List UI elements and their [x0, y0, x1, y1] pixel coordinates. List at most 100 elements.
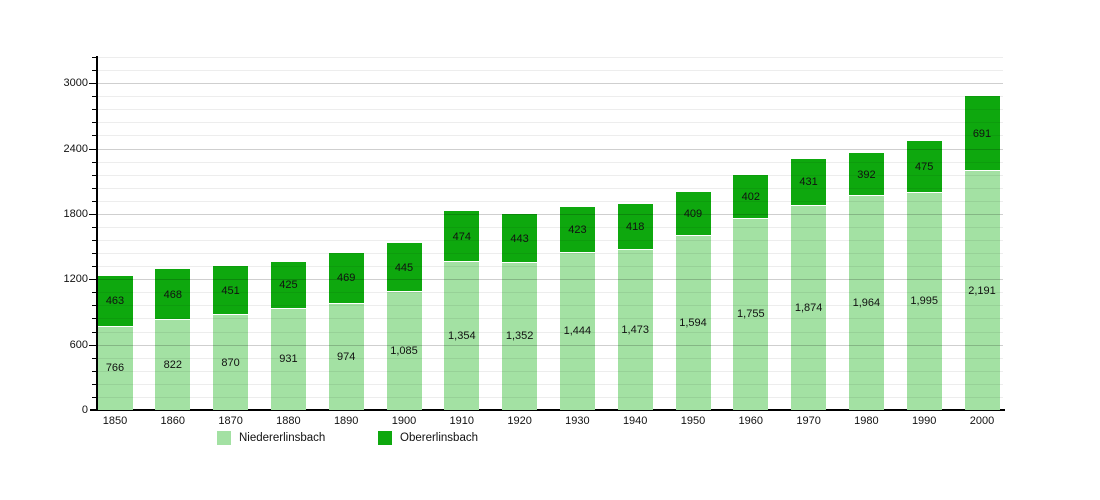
legend-label-obererlinsbach: Obererlinsbach: [400, 432, 478, 444]
y-tick-label: 1800: [63, 207, 88, 220]
bar-value-label: 931: [279, 353, 298, 366]
bar-value-label: 1,964: [852, 297, 881, 309]
bar-segment-niedererlinsbach-2000: [964, 171, 1000, 410]
minor-tick: [92, 266, 97, 268]
x-axis-line: [90, 409, 1005, 411]
bar-segment-niedererlinsbach-1880: [270, 308, 306, 410]
major-tick: [89, 279, 97, 281]
bar-value-label: 1,755: [737, 308, 765, 321]
minor-tick: [92, 318, 97, 320]
x-tick-label: 1920: [507, 415, 532, 427]
minor-tick: [92, 253, 97, 255]
legend-swatch-obererlinsbach: [378, 431, 392, 445]
bar-segment-obererlinsbach-1850: [97, 276, 133, 326]
bar-segment-niedererlinsbach-1970: [791, 205, 827, 410]
bar-value-label: 451: [221, 284, 240, 297]
y-tick-label: 3000: [63, 77, 88, 90]
x-tick-label: 1940: [622, 415, 648, 427]
bar-segment-obererlinsbach-1910: [444, 210, 480, 262]
bar-value-label: 1,354: [448, 330, 476, 343]
bar-value-label: 766: [105, 362, 125, 375]
x-tick-label: 1960: [738, 415, 764, 427]
minor-tick: [92, 226, 97, 228]
x-tick-label: 1910: [449, 415, 475, 427]
minor-tick: [92, 357, 97, 359]
bar-segment-obererlinsbach-1950: [675, 191, 711, 236]
bar-segment-obererlinsbach-1860: [155, 269, 191, 320]
bar-segment-niedererlinsbach-1990: [906, 192, 942, 410]
bar-value-label: 468: [163, 288, 182, 301]
minor-tick: [92, 161, 97, 163]
legend-swatch-niedererlinsbach: [217, 431, 231, 445]
minor-tick: [92, 396, 97, 398]
bar-value-label: 423: [568, 223, 587, 236]
legend-label-niedererlinsbach: Niedererlinsbach: [239, 432, 326, 444]
minor-tick: [92, 57, 97, 58]
x-tick-label: 2000: [969, 415, 995, 427]
minor-tick: [92, 331, 97, 333]
value-labels-layer: 766 463 822 468 870 451 931 425 974 469 1,085 445 1,…: [97, 57, 1003, 410]
x-tick-label: 1930: [565, 415, 590, 427]
bar-segment-niedererlinsbach-1870: [213, 315, 249, 410]
minor-tick: [92, 200, 97, 202]
x-tick-label: 1990: [911, 415, 937, 427]
x-tick-label: 1970: [796, 415, 821, 427]
bar-segment-obererlinsbach-1990: [906, 140, 942, 192]
bar-segment-niedererlinsbach-1980: [848, 196, 884, 410]
bar-value-label: 974: [337, 350, 356, 363]
bar-segment-niedererlinsbach-1960: [733, 218, 769, 410]
bar-value-label: 392: [857, 168, 876, 181]
bar-segment-obererlinsbach-1980: [848, 153, 884, 196]
bar-segment-niedererlinsbach-1920: [502, 262, 538, 410]
bar-segment-niedererlinsbach-1940: [617, 249, 653, 410]
major-tick: [89, 83, 97, 85]
bar-value-label: 431: [799, 176, 818, 189]
bar-value-label: 1,874: [794, 301, 823, 314]
bar-segment-niedererlinsbach-1890: [328, 303, 364, 410]
bar-value-label: 443: [510, 232, 529, 245]
major-tick: [89, 148, 97, 150]
bar-segment-obererlinsbach-1870: [213, 266, 249, 315]
bar-segment-obererlinsbach-1920: [502, 214, 538, 262]
x-tick-label: 1870: [218, 415, 243, 427]
bar-segment-niedererlinsbach-1900: [386, 291, 422, 410]
bar-value-label: 1,085: [390, 344, 418, 357]
bar-value-label: 1,444: [563, 325, 592, 338]
minor-tick: [92, 305, 97, 307]
minor-tick: [92, 292, 97, 294]
bar-segment-obererlinsbach-1890: [328, 252, 364, 303]
bar-segment-obererlinsbach-1970: [791, 158, 827, 205]
minor-tick: [92, 122, 97, 124]
bar-segment-obererlinsbach-2000: [964, 96, 1000, 171]
bar-segment-obererlinsbach-1940: [617, 204, 653, 249]
x-tick-label: 1900: [391, 415, 417, 427]
bar-value-label: 425: [279, 279, 298, 292]
major-tick: [89, 213, 97, 215]
bar-segment-obererlinsbach-1880: [270, 262, 306, 308]
x-tick-label: 1850: [102, 415, 128, 427]
x-tick-label: 1880: [276, 415, 301, 427]
bar-value-label: 691: [972, 127, 992, 140]
y-axis-line: [96, 56, 98, 411]
bar-value-label: 402: [741, 190, 760, 203]
x-tick-label: 1980: [854, 415, 879, 427]
bars-layer: [97, 57, 1003, 410]
bar-value-label: 1,473: [621, 323, 649, 336]
bar-segment-niedererlinsbach-1910: [444, 262, 480, 410]
bar-segment-obererlinsbach-1930: [559, 206, 595, 252]
bar-value-label: 445: [394, 261, 414, 274]
y-tick-label: 0: [81, 404, 88, 416]
minor-tick: [92, 174, 97, 176]
minor-tick: [92, 70, 97, 72]
minor-tick: [92, 187, 97, 189]
minor-tick: [92, 370, 97, 372]
x-tick-label: 1860: [160, 415, 186, 427]
bar-value-label: 418: [626, 220, 645, 233]
bar-value-label: 2,191: [968, 284, 996, 297]
minor-tick: [92, 383, 97, 385]
bar-segment-obererlinsbach-1960: [733, 175, 769, 218]
bar-value-label: 1,594: [679, 317, 707, 330]
bar-value-label: 870: [221, 356, 240, 369]
bar-segment-niedererlinsbach-1850: [97, 326, 133, 410]
bar-value-label: 1,352: [505, 330, 534, 343]
